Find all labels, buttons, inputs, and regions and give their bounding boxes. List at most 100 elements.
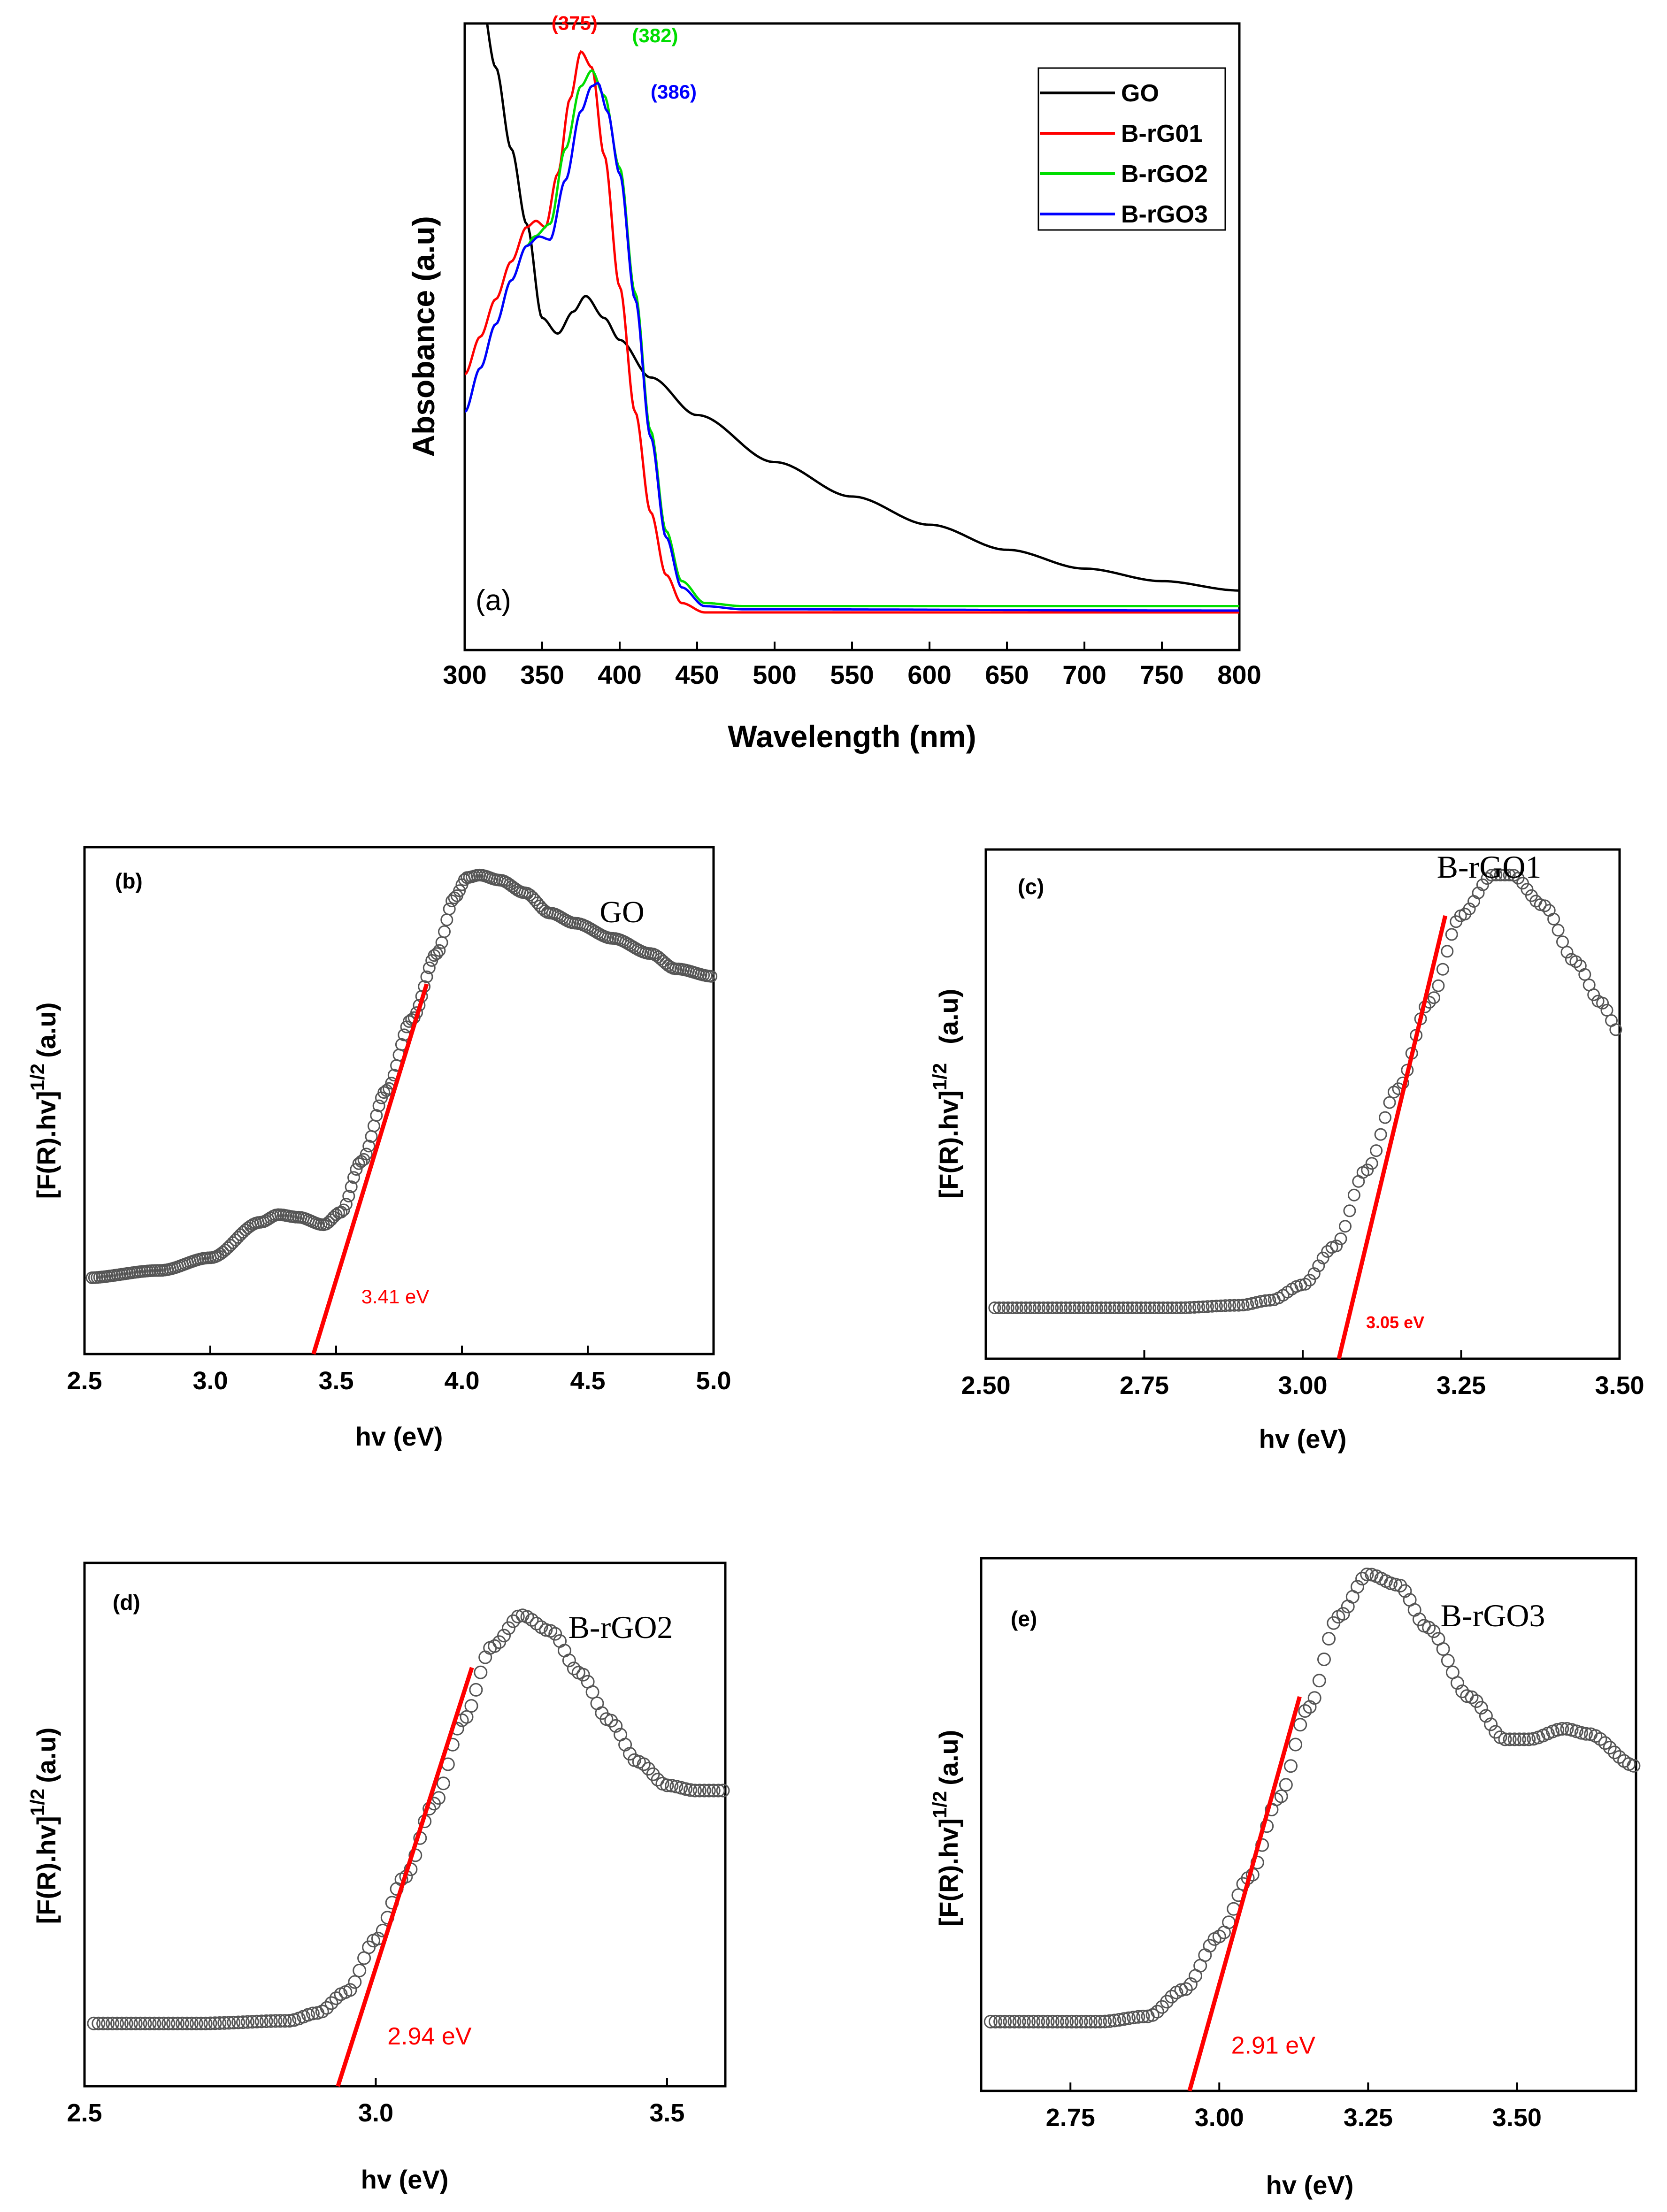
data-point bbox=[488, 1639, 502, 1653]
data-point bbox=[1050, 2014, 1064, 2028]
data-point bbox=[1001, 1301, 1014, 1314]
data-point bbox=[1174, 1983, 1188, 1997]
peak-label: (382) bbox=[632, 24, 678, 46]
y-axis-label: [F(R).hv]1/2 (a.u) bbox=[929, 1730, 963, 1927]
data-point bbox=[453, 884, 466, 897]
data-point bbox=[501, 1621, 515, 1635]
y-axis-label: [F(R).hv]1/2 (a.u) bbox=[26, 1003, 61, 1199]
y-label-main: [F(R).hv] bbox=[934, 1090, 963, 1198]
data-point bbox=[110, 2016, 124, 2030]
data-point bbox=[1175, 1301, 1188, 1314]
data-point bbox=[1336, 1607, 1350, 1621]
data-point bbox=[1556, 935, 1569, 949]
data-point bbox=[433, 944, 446, 957]
legend-box bbox=[1037, 67, 1226, 231]
data-point bbox=[997, 1301, 1010, 1314]
data-point bbox=[1517, 1732, 1531, 1746]
plot-area bbox=[984, 848, 1621, 1360]
data-point bbox=[87, 2016, 101, 2030]
data-point bbox=[1060, 2014, 1074, 2028]
data-point bbox=[324, 1996, 338, 2010]
y-label-unit: (a.u) bbox=[934, 989, 963, 1044]
data-point bbox=[106, 2016, 120, 2030]
legend: GO B-rG01 B-rGO2 B-rGO3 bbox=[1037, 67, 1226, 231]
data-point bbox=[702, 1783, 716, 1798]
data-point bbox=[1028, 1301, 1041, 1314]
data-point bbox=[1055, 1301, 1068, 1314]
data-point bbox=[420, 970, 433, 983]
data-point bbox=[1598, 1736, 1612, 1750]
data-point bbox=[1596, 996, 1609, 1010]
data-point bbox=[278, 2014, 292, 2028]
data-point bbox=[1074, 2014, 1088, 2028]
y-label-main: [F(R).hv] bbox=[31, 1816, 61, 1924]
data-point bbox=[665, 1779, 679, 1793]
data-point bbox=[339, 1198, 353, 1211]
data-point bbox=[273, 2014, 287, 2028]
data-point bbox=[1073, 1301, 1085, 1314]
y-label-sup: 1/2 bbox=[929, 1791, 951, 1818]
data-point bbox=[1365, 1157, 1378, 1170]
legend-items: GO B-rG01 B-rGO2 B-rGO3 bbox=[1040, 80, 1208, 228]
data-point bbox=[1148, 1301, 1161, 1314]
data-point bbox=[96, 2016, 110, 2030]
data-point bbox=[1465, 1690, 1479, 1704]
data-point bbox=[1560, 1722, 1574, 1736]
x-tick-label: 2.5 bbox=[67, 1367, 102, 1395]
x-ticks: 2.75 3.00 3.25 3.50 bbox=[1046, 2082, 1542, 2132]
data-point bbox=[1339, 1220, 1352, 1233]
data-point bbox=[1077, 1301, 1090, 1314]
x-tick-label: 3.25 bbox=[1344, 2104, 1393, 2132]
panel-label: (e) bbox=[1011, 1607, 1037, 1631]
data-point bbox=[306, 2006, 320, 2021]
data-point bbox=[1289, 1737, 1303, 1752]
data-point bbox=[1355, 1572, 1369, 1585]
data-point bbox=[1139, 1301, 1152, 1314]
data-point bbox=[1108, 1301, 1121, 1314]
data-point bbox=[203, 2016, 217, 2030]
data-point bbox=[161, 2016, 176, 2030]
data-point bbox=[1130, 1301, 1143, 1314]
series-group bbox=[465, 23, 1239, 614]
peak-label: (375) bbox=[552, 12, 598, 34]
data-point bbox=[1086, 1301, 1099, 1314]
x-ticks: 2.5 3.0 3.5 4.0 4.5 5.0 bbox=[67, 1346, 731, 1395]
x-tick-label: 3.00 bbox=[1195, 2104, 1244, 2132]
bandgap-label: 2.94 eV bbox=[387, 2023, 472, 2050]
data-point bbox=[1560, 946, 1574, 959]
data-points bbox=[983, 1568, 1641, 2028]
x-tick-label: 2.5 bbox=[67, 2099, 102, 2127]
sample-name: GO bbox=[599, 895, 644, 929]
data-point bbox=[460, 1710, 474, 1724]
data-point bbox=[1055, 2014, 1069, 2028]
data-point bbox=[347, 1171, 360, 1184]
data-point bbox=[283, 2014, 297, 2028]
data-point bbox=[1522, 1732, 1536, 1746]
data-point bbox=[436, 1776, 450, 1791]
data-point bbox=[1389, 1577, 1403, 1592]
data-point bbox=[988, 2014, 1002, 2028]
data-point bbox=[231, 2015, 246, 2029]
data-point bbox=[1166, 1301, 1179, 1314]
data-point bbox=[1170, 1301, 1183, 1314]
data-point bbox=[1451, 1676, 1464, 1690]
data-point bbox=[1279, 1778, 1293, 1792]
data-point bbox=[362, 1140, 376, 1153]
x-tick-label: 4.0 bbox=[444, 1367, 479, 1395]
data-point bbox=[1121, 1301, 1134, 1314]
data-point bbox=[1476, 878, 1489, 891]
x-tick-label: 350 bbox=[520, 660, 564, 689]
data-point bbox=[1117, 2012, 1131, 2026]
data-point bbox=[1441, 1653, 1455, 1668]
data-point bbox=[199, 2016, 213, 2030]
x-tick-label: 2.75 bbox=[1120, 1371, 1169, 1400]
x-tick-label: 3.00 bbox=[1278, 1371, 1327, 1400]
data-point bbox=[171, 2016, 184, 2030]
data-point bbox=[1484, 1717, 1498, 1731]
data-point bbox=[1317, 1653, 1331, 1666]
legend-label: B-rGO2 bbox=[1121, 161, 1208, 188]
y-axis-label: Absobance (a.u) bbox=[406, 216, 441, 457]
data-point bbox=[1474, 1701, 1488, 1715]
data-point bbox=[1263, 1294, 1276, 1307]
panel-e-tauc-plot: 2.75 3.00 3.25 3.50 (e) B-rGO3 2.91 eV hv (… bbox=[929, 1557, 1641, 2200]
